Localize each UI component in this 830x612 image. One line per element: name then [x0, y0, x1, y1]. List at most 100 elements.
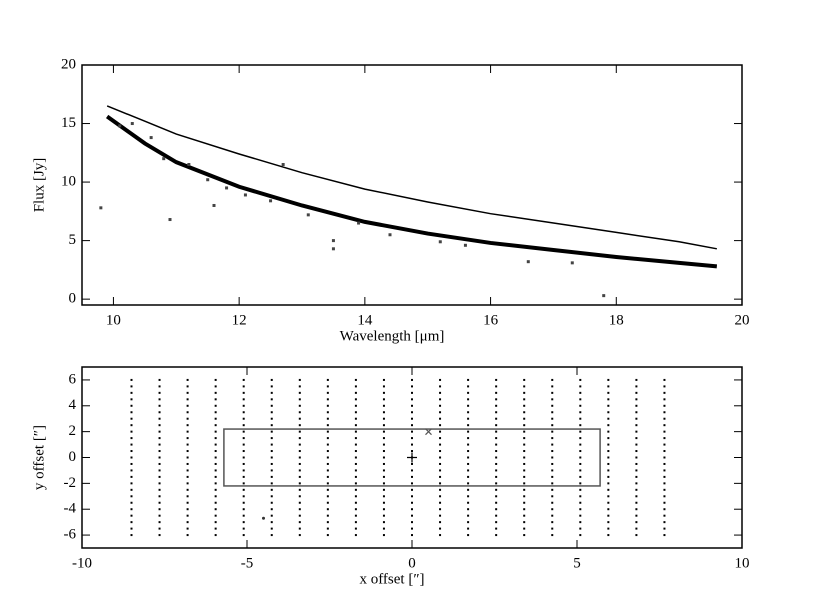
- y-tick-label: -6: [64, 527, 77, 543]
- x-tick-label: 20: [735, 312, 750, 328]
- grid-point: [158, 424, 161, 427]
- grid-point: [130, 450, 133, 453]
- grid-point: [467, 521, 470, 524]
- y-axis-label: y offset [″]: [31, 425, 47, 490]
- grid-point: [354, 437, 357, 440]
- grid-point: [382, 430, 385, 433]
- y-tick-label: -4: [64, 501, 77, 517]
- grid-point: [663, 488, 666, 491]
- grid-point: [495, 437, 498, 440]
- grid-point: [354, 488, 357, 491]
- grid-point: [467, 456, 470, 459]
- grid-point: [579, 378, 582, 381]
- grid-point: [270, 424, 273, 427]
- grid-point: [607, 534, 610, 537]
- grid-point: [551, 385, 554, 388]
- y-tick-label: 20: [61, 56, 76, 72]
- grid-point: [242, 411, 245, 414]
- grid-point: [130, 469, 133, 472]
- grid-point: [130, 462, 133, 465]
- grid-point: [411, 482, 413, 485]
- grid-point: [523, 417, 526, 420]
- grid-point: [270, 443, 273, 446]
- x-axis-label: Wavelength [μm]: [340, 328, 445, 344]
- grid-point: [495, 475, 498, 478]
- grid-point: [495, 430, 498, 433]
- grid-point: [663, 495, 666, 498]
- grid-point: [382, 488, 385, 491]
- grid-point: [467, 482, 470, 485]
- grid-point: [551, 488, 554, 491]
- grid-point: [242, 495, 245, 498]
- grid-point: [382, 424, 385, 427]
- grid-point: [663, 417, 666, 420]
- data-line: [106, 105, 717, 250]
- grid-point: [382, 450, 385, 453]
- grid-point: [242, 475, 245, 478]
- marker: [425, 428, 432, 436]
- grid-point: [270, 450, 273, 453]
- x-tick-label: 12: [232, 312, 247, 328]
- grid-point: [607, 488, 610, 491]
- grid-point: [635, 514, 638, 517]
- grid-point: [214, 482, 217, 485]
- x-tick-label: 5: [573, 555, 581, 571]
- grid-point: [242, 450, 245, 453]
- grid-point: [354, 404, 357, 407]
- grid-point: [495, 501, 498, 504]
- x-tick-label: 16: [483, 312, 499, 328]
- grid-point: [158, 514, 161, 517]
- grid-point: [551, 398, 554, 401]
- grid-point: [298, 378, 301, 381]
- grid-point: [467, 391, 470, 394]
- grid-point: [663, 391, 666, 394]
- grid-point: [607, 443, 610, 446]
- grid-point: [467, 527, 470, 530]
- grid-point: [579, 501, 582, 504]
- grid-point: [130, 417, 133, 420]
- grid-point: [523, 411, 526, 414]
- grid-point: [354, 411, 357, 414]
- grid-point: [467, 404, 470, 407]
- grid-point: [326, 417, 329, 420]
- grid-point: [439, 469, 442, 472]
- grid-point: [354, 501, 357, 504]
- grid-point: [158, 521, 161, 524]
- grid-point: [411, 398, 413, 401]
- grid-point: [607, 514, 610, 517]
- grid-point: [354, 417, 357, 420]
- grid-point: [551, 391, 554, 394]
- marker: [407, 452, 417, 463]
- grid-point: [214, 495, 217, 498]
- grid-point: [495, 534, 498, 537]
- grid-point: [607, 437, 610, 440]
- grid-point: [326, 521, 329, 524]
- grid-point: [214, 378, 217, 381]
- grid-point: [523, 495, 526, 498]
- grid-point: [523, 462, 526, 465]
- grid-point: [214, 443, 217, 446]
- grid-point: [158, 488, 161, 491]
- grid-point: [158, 475, 161, 478]
- grid-point: [298, 411, 301, 414]
- grid-point: [242, 521, 245, 524]
- grid-point: [186, 411, 189, 414]
- grid-point: [130, 501, 133, 504]
- grid-point: [607, 508, 610, 511]
- grid-point: [551, 417, 554, 420]
- grid-point: [495, 508, 498, 511]
- grid-point: [186, 488, 189, 491]
- grid-point: [270, 404, 273, 407]
- grid-point: [411, 437, 413, 440]
- grid-point: [326, 508, 329, 511]
- grid-point: [467, 378, 470, 381]
- grid-point: [607, 385, 610, 388]
- grid-point: [523, 430, 526, 433]
- grid-point: [214, 424, 217, 427]
- grid-point: [439, 437, 442, 440]
- grid-point: [523, 398, 526, 401]
- grid-point: [439, 462, 442, 465]
- grid-point: [186, 469, 189, 472]
- grid-point: [130, 495, 133, 498]
- grid-point: [326, 527, 329, 530]
